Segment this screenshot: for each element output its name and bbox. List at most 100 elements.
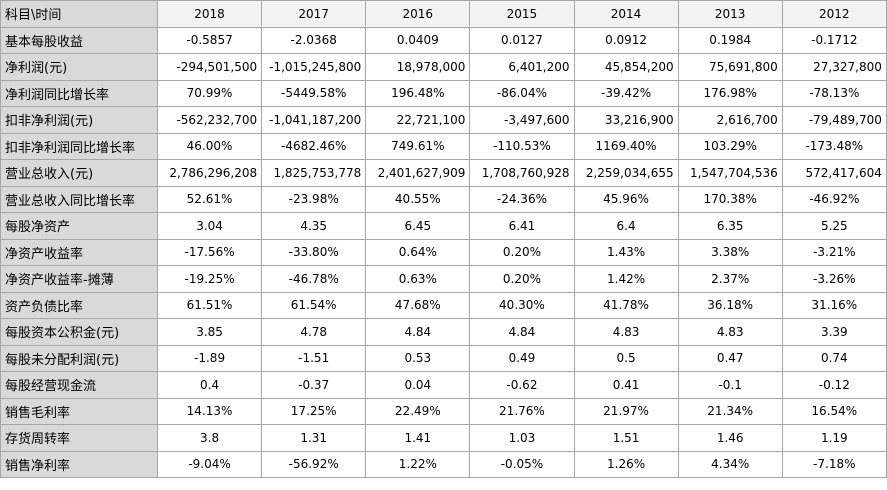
table-cell: 3.85 — [156, 318, 263, 346]
table-cell: -5449.58% — [261, 79, 367, 107]
corner-header: 科目\时间 — [0, 0, 158, 28]
table-cell: -3,497,600 — [469, 106, 575, 134]
table-cell: 31.16% — [781, 291, 887, 319]
table-cell: 0.5 — [573, 344, 679, 372]
table-cell: 0.4 — [156, 371, 263, 399]
year-header: 2013 — [677, 0, 783, 28]
row-label: 扣非净利润同比增长率 — [0, 132, 158, 160]
table-cell: -173.48% — [781, 132, 887, 160]
table-row: 净利润(元) -294,501,500 -1,015,245,800 18,978,0… — [0, 53, 887, 81]
table-cell: 75,691,800 — [677, 53, 783, 81]
table-cell: 3.8 — [156, 424, 263, 452]
table-cell: 27,327,800 — [781, 53, 887, 81]
table-cell: -1,015,245,800 — [261, 53, 367, 81]
table-cell: -1,041,187,200 — [261, 106, 367, 134]
table-cell: 0.47 — [677, 344, 783, 372]
table-cell: 4.84 — [469, 318, 575, 346]
table-cell: -1.89 — [156, 344, 263, 372]
row-label: 营业总收入同比增长率 — [0, 185, 158, 213]
table-cell: 6.41 — [469, 212, 575, 240]
year-header: 2017 — [261, 0, 367, 28]
table-cell: -0.62 — [469, 371, 575, 399]
table-cell: 176.98% — [677, 79, 783, 107]
row-label: 净资产收益率-摊薄 — [0, 265, 158, 293]
row-label: 扣非净利润(元) — [0, 106, 158, 134]
table-cell: 170.38% — [677, 185, 783, 213]
table-cell: -0.37 — [261, 371, 367, 399]
table-cell: 4.83 — [677, 318, 783, 346]
table-cell: 0.1984 — [677, 26, 783, 54]
table-row: 扣非净利润(元) -562,232,700 -1,041,187,200 22,721… — [0, 106, 887, 134]
table-cell: -1.51 — [261, 344, 367, 372]
table-cell: 41.78% — [573, 291, 679, 319]
table-cell: 196.48% — [365, 79, 471, 107]
table-cell: 1169.40% — [573, 132, 679, 160]
table-cell: 6.4 — [573, 212, 679, 240]
table-cell: 61.51% — [156, 291, 263, 319]
table-row: 销售净利率 -9.04% -56.92% 1.22% -0.05% 1.26% 4.34% -… — [0, 450, 887, 478]
table-body: 基本每股收益 -0.5857 -2.0368 0.0409 0.0127 0.0912 0.… — [0, 26, 887, 478]
table-cell: 0.49 — [469, 344, 575, 372]
table-cell: 61.54% — [261, 291, 367, 319]
row-label: 营业总收入(元) — [0, 159, 158, 187]
table-cell: -0.05% — [469, 450, 575, 478]
table-cell: -78.13% — [781, 79, 887, 107]
table-cell: 0.0409 — [365, 26, 471, 54]
table-cell: -0.5857 — [156, 26, 263, 54]
table-cell: 2,786,296,208 — [156, 159, 263, 187]
table-cell: 4.35 — [261, 212, 367, 240]
table-cell: 572,417,604 — [781, 159, 887, 187]
table-cell: 46.00% — [156, 132, 263, 160]
table-cell: 0.53 — [365, 344, 471, 372]
table-cell: 3.04 — [156, 212, 263, 240]
table-cell: 103.29% — [677, 132, 783, 160]
table-cell: 4.84 — [365, 318, 471, 346]
table-row: 每股未分配利润(元) -1.89 -1.51 0.53 0.49 0.5 0.47 0.74 — [0, 344, 887, 372]
financial-table: 科目\时间 2018 2017 2016 2015 2014 2013 2012… — [0, 0, 887, 478]
table-cell: 6.45 — [365, 212, 471, 240]
row-label: 销售净利率 — [0, 450, 158, 478]
table-cell: -24.36% — [469, 185, 575, 213]
table-cell: 40.55% — [365, 185, 471, 213]
table-cell: -17.56% — [156, 238, 263, 266]
table-row: 每股净资产 3.04 4.35 6.45 6.41 6.4 6.35 5.25 — [0, 212, 887, 240]
table-cell: 22.49% — [365, 397, 471, 425]
year-header: 2014 — [573, 0, 679, 28]
table-cell: 1.43% — [573, 238, 679, 266]
table-cell: 1.51 — [573, 424, 679, 452]
table-cell: 2,616,700 — [677, 106, 783, 134]
table-cell: -0.12 — [781, 371, 887, 399]
table-cell: 1.26% — [573, 450, 679, 478]
table-cell: -39.42% — [573, 79, 679, 107]
table-cell: 2,259,034,655 — [573, 159, 679, 187]
table-cell: -7.18% — [781, 450, 887, 478]
table-cell: 6,401,200 — [469, 53, 575, 81]
table-cell: 18,978,000 — [365, 53, 471, 81]
row-label: 每股未分配利润(元) — [0, 344, 158, 372]
table-cell: 0.63% — [365, 265, 471, 293]
table-row: 营业总收入同比增长率 52.61% -23.98% 40.55% -24.36% 45.9… — [0, 185, 887, 213]
table-cell: -23.98% — [261, 185, 367, 213]
table-cell: 0.20% — [469, 265, 575, 293]
table-cell: 1.03 — [469, 424, 575, 452]
table-cell: 47.68% — [365, 291, 471, 319]
table-cell: 3.39 — [781, 318, 887, 346]
table-cell: 21.76% — [469, 397, 575, 425]
table-row: 净利润同比增长率 70.99% -5449.58% 196.48% -86.04% -39… — [0, 79, 887, 107]
row-label: 资产负债比率 — [0, 291, 158, 319]
table-cell: 1.31 — [261, 424, 367, 452]
table-cell: -46.92% — [781, 185, 887, 213]
table-cell: 749.61% — [365, 132, 471, 160]
table-cell: 0.41 — [573, 371, 679, 399]
table-cell: -79,489,700 — [781, 106, 887, 134]
table-row: 每股经营现金流 0.4 -0.37 0.04 -0.62 0.41 -0.1 -0.12 — [0, 371, 887, 399]
row-label: 净利润(元) — [0, 53, 158, 81]
table-row: 资产负债比率 61.51% 61.54% 47.68% 40.30% 41.78% 36.1… — [0, 291, 887, 319]
row-label: 净利润同比增长率 — [0, 79, 158, 107]
table-cell: 45.96% — [573, 185, 679, 213]
row-label: 销售毛利率 — [0, 397, 158, 425]
table-cell: -562,232,700 — [156, 106, 263, 134]
table-cell: -4682.46% — [261, 132, 367, 160]
table-cell: -19.25% — [156, 265, 263, 293]
table-cell: -9.04% — [156, 450, 263, 478]
